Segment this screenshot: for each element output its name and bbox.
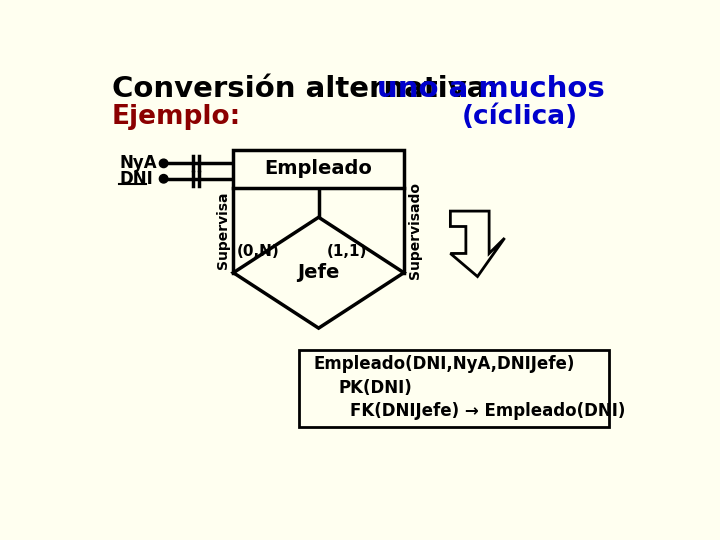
Text: Supervisado: Supervisado (408, 182, 422, 279)
Text: PK(DNI): PK(DNI) (338, 379, 412, 397)
Bar (233, 150, 404, 188)
Text: (cíclica): (cíclica) (462, 104, 578, 130)
Text: Conversión alternativa:: Conversión alternativa: (112, 76, 508, 104)
Text: (0,N): (0,N) (238, 244, 280, 259)
Text: Empleado: Empleado (265, 159, 372, 178)
Text: Jefe: Jefe (297, 263, 340, 282)
Text: uno a muchos: uno a muchos (377, 76, 605, 104)
Text: Supervisa: Supervisa (215, 192, 230, 269)
Text: NyA: NyA (120, 154, 157, 172)
Polygon shape (451, 211, 505, 276)
Circle shape (159, 174, 168, 183)
Bar (300, 350, 609, 427)
Circle shape (159, 159, 168, 167)
Polygon shape (233, 217, 404, 328)
Text: (1,1): (1,1) (326, 244, 366, 259)
Text: FK(DNIJefe) → Empleado(DNI): FK(DNIJefe) → Empleado(DNI) (350, 402, 625, 420)
Text: DNI: DNI (120, 170, 153, 188)
Text: Empleado(DNI,NyA,DNIJefe): Empleado(DNI,NyA,DNIJefe) (313, 355, 575, 373)
Text: Ejemplo:: Ejemplo: (112, 104, 241, 130)
